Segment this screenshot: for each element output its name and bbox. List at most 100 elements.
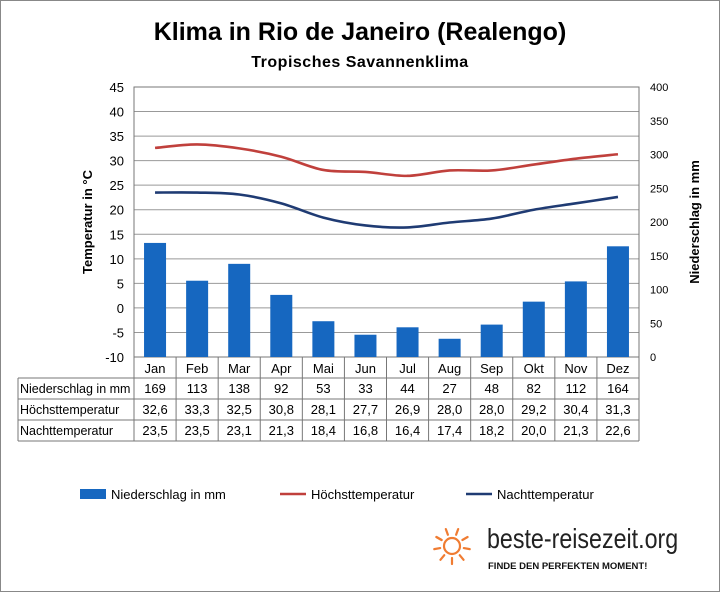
- bar-niederschlag-apr: [270, 294, 293, 357]
- x-tick-label: Jun: [355, 361, 376, 376]
- bar-niederschlag-mar: [228, 263, 251, 357]
- x-tick-label: Jan: [145, 361, 166, 376]
- plot-area: [133, 86, 640, 358]
- sun-ray-icon: [435, 535, 443, 542]
- y-right-tick-label: 150: [650, 251, 668, 263]
- table-cell: 27: [442, 381, 456, 396]
- table-cell: 113: [187, 381, 208, 396]
- logo-text: beste-reisezeit.org: [487, 523, 679, 554]
- bar-niederschlag-mai: [312, 321, 335, 357]
- sun-logo-icon: [442, 536, 462, 556]
- table-cell: 32,6: [142, 402, 167, 417]
- bar-niederschlag-okt: [522, 301, 545, 357]
- line-hoechsttemperatur: [154, 143, 619, 178]
- bar-niederschlag-jul: [396, 327, 419, 357]
- table-cell: 32,5: [227, 402, 252, 417]
- table-cell: 33,3: [184, 402, 209, 417]
- table-cell: 21,3: [563, 423, 588, 438]
- x-tick-label: Mar: [228, 361, 251, 376]
- sun-ray-icon: [433, 546, 442, 551]
- table-cell: 23,5: [142, 423, 167, 438]
- table-row-label: Höchsttemperatur: [20, 403, 119, 417]
- sun-ray-icon: [439, 554, 446, 561]
- sun-ray-icon: [461, 535, 469, 542]
- x-tick-label: Aug: [438, 361, 461, 376]
- x-tick-label: Jul: [399, 361, 416, 376]
- table-cell: 22,6: [605, 423, 630, 438]
- bar-niederschlag-aug: [438, 338, 461, 357]
- chart-subtitle: Tropisches Savannenklima: [251, 54, 469, 71]
- table-cell: 92: [274, 381, 288, 396]
- table-cell: 26,9: [395, 402, 420, 417]
- table-cell: 23,1: [227, 423, 252, 438]
- line-nachttemperatur: [155, 191, 619, 229]
- table-cell: 29,2: [521, 402, 546, 417]
- y-right-tick-label: 50: [650, 318, 662, 330]
- y-left-tick-label: 15: [110, 227, 124, 242]
- y-left-tick-label: 45: [110, 80, 124, 95]
- table-cell: 30,8: [269, 402, 294, 417]
- x-tick-label: Okt: [524, 361, 545, 376]
- bar-niederschlag-sep: [480, 324, 503, 357]
- table-cell: 28,1: [311, 402, 336, 417]
- y-left-tick-label: 10: [110, 252, 124, 267]
- table-cell: 164: [607, 381, 629, 396]
- sun-ray-icon: [444, 527, 449, 536]
- y-left-tick-label: 30: [110, 154, 124, 169]
- y-left-tick-label: 35: [110, 129, 124, 144]
- y-right-tick-label: 250: [650, 183, 668, 195]
- x-tick-label: Feb: [186, 361, 208, 376]
- y-right-tick-label: 200: [650, 217, 668, 229]
- y-left-tick-label: -10: [105, 350, 124, 365]
- table-cell: 112: [566, 381, 587, 396]
- sun-ray-icon: [458, 554, 465, 561]
- y-left-tick-label: 0: [117, 301, 124, 316]
- legend-label: Nachttemperatur: [497, 487, 594, 502]
- bar-niederschlag-dez: [606, 246, 629, 357]
- table-cell: 27,7: [353, 402, 378, 417]
- logo-tagline: FINDE DEN PERFEKTEN MOMENT!: [488, 561, 648, 572]
- legend-label: Niederschlag in mm: [111, 487, 226, 502]
- table-cell: 16,4: [395, 423, 420, 438]
- table-cell: 16,8: [353, 423, 378, 438]
- bar-niederschlag-nov: [564, 281, 587, 357]
- y-left-tick-label: 40: [110, 105, 124, 120]
- x-tick-label: Nov: [564, 361, 588, 376]
- legend-label: Höchsttemperatur: [311, 487, 415, 502]
- x-tick-label: Dez: [606, 361, 629, 376]
- sun-ray-icon: [462, 546, 471, 551]
- y-right-tick-label: 100: [650, 285, 668, 297]
- y-left-tick-label: 5: [117, 276, 124, 291]
- table-cell: 138: [228, 381, 250, 396]
- bar-niederschlag-feb: [186, 280, 209, 357]
- table-cell: 20,0: [521, 423, 546, 438]
- table-cell: 48: [484, 381, 498, 396]
- table-row-label: Niederschlag in mm: [20, 382, 130, 396]
- bar-niederschlag-jan: [144, 242, 167, 357]
- table-cell: 30,4: [563, 402, 588, 417]
- y-right-axis-label: Niederschlag in mm: [687, 160, 702, 284]
- table-cell: 28,0: [479, 402, 504, 417]
- sun-ray-icon: [455, 527, 460, 536]
- y-left-tick-label: 20: [110, 203, 124, 218]
- table-cell: 23,5: [184, 423, 209, 438]
- table-cell: 21,3: [269, 423, 294, 438]
- table-cell: 33: [358, 381, 372, 396]
- y-left-axis-label: Temperatur in °C: [80, 169, 95, 274]
- y-right-tick-label: 300: [650, 150, 668, 162]
- x-tick-label: Sep: [480, 361, 503, 376]
- table-cell: 169: [144, 381, 166, 396]
- legend-swatch-bar: [80, 489, 106, 499]
- y-right-tick-label: 0: [650, 352, 656, 364]
- y-right-tick-label: 350: [650, 116, 668, 128]
- table-cell: 53: [316, 381, 330, 396]
- table-cell: 31,3: [605, 402, 630, 417]
- table-cell: 82: [527, 381, 541, 396]
- y-left-tick-label: -5: [112, 325, 124, 340]
- y-left-tick-label: 25: [110, 178, 124, 193]
- x-tick-label: Apr: [271, 361, 292, 376]
- table-cell: 17,4: [437, 423, 462, 438]
- table-cell: 44: [400, 381, 414, 396]
- bar-niederschlag-jun: [354, 334, 377, 357]
